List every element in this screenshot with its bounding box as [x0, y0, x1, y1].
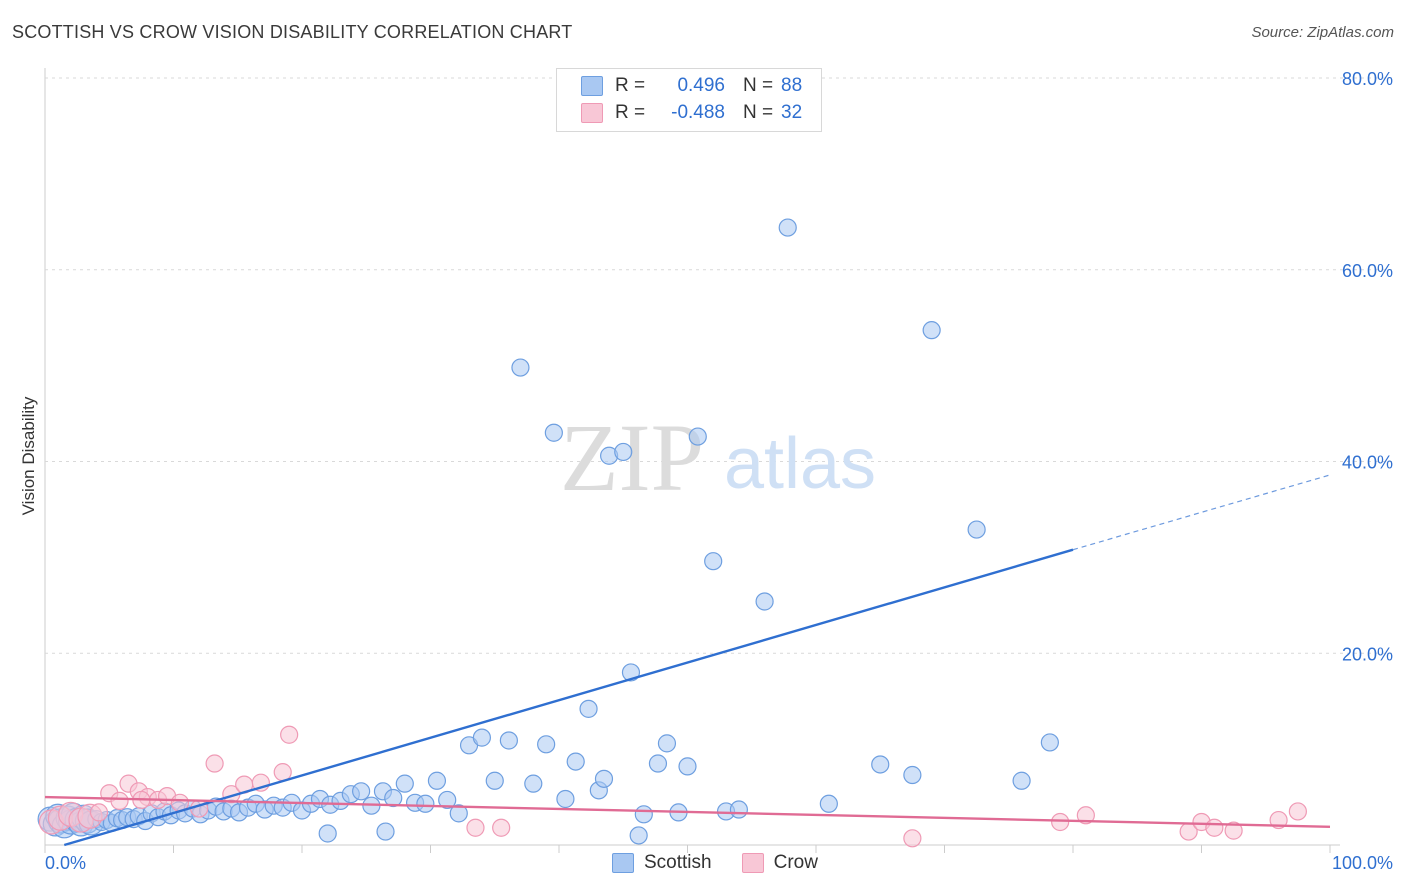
crow-point	[205, 754, 224, 773]
legend-label-crow: Crow	[773, 852, 818, 873]
scottish-point	[648, 754, 668, 773]
legend-r-label: R =	[615, 102, 646, 123]
legend-label-scottish: Scottish	[644, 852, 712, 873]
scottish-point	[384, 788, 403, 808]
legend-r-label: R =	[615, 75, 646, 96]
x-tick-label: 0.0%	[45, 853, 86, 873]
data-points	[37, 218, 1307, 848]
y-tick-label: 80.0%	[1342, 69, 1393, 89]
scottish-point	[871, 755, 890, 774]
crow-point	[466, 818, 485, 837]
scottish-point	[922, 321, 941, 340]
scottish-point	[511, 358, 530, 377]
crow-point	[110, 791, 129, 810]
scottish-point	[556, 789, 575, 809]
scottish-point	[755, 592, 774, 611]
scottish-point	[579, 699, 598, 718]
legend-swatch-crow	[581, 103, 603, 123]
scottish-point	[427, 771, 447, 790]
legend-n-label: N =	[743, 102, 774, 123]
scottish-point	[485, 771, 504, 790]
scottish-point	[903, 765, 922, 785]
scottish-point	[819, 794, 838, 813]
scottish-point	[688, 427, 707, 446]
scottish-trend-line	[63, 548, 1074, 847]
scottish-point	[634, 805, 653, 824]
scottish-point	[967, 520, 986, 539]
stats-legend: R = 0.496 N = 88 R = -0.488 N = 32	[556, 68, 822, 132]
y-tick-label: 60.0%	[1342, 261, 1393, 281]
y-tick-label: 20.0%	[1342, 644, 1393, 664]
legend-swatch-scottish	[581, 76, 603, 96]
scottish-point	[594, 769, 614, 788]
x-tick-label: 100.0%	[1332, 853, 1393, 873]
crow-trend-line	[44, 795, 1331, 828]
scottish-point	[352, 782, 371, 801]
axis-ticks: 20.0% 40.0% 60.0% 80.0% 0.0% 100.0%	[45, 69, 1393, 873]
legend-n-value: 88	[781, 75, 803, 96]
legend-item-crow[interactable]: Crow	[741, 852, 818, 874]
source-label: Source: ZipAtlas.com	[1251, 24, 1394, 41]
crow-point	[1224, 821, 1243, 840]
scottish-point	[472, 728, 491, 747]
scottish-point	[449, 804, 468, 823]
crow-point	[903, 829, 922, 848]
scottish-point	[1012, 771, 1031, 790]
gridlines	[44, 68, 1392, 853]
crow-point	[1288, 802, 1307, 821]
watermark-zip: ZIP	[560, 404, 704, 511]
trend-lines	[44, 474, 1331, 847]
crow-point	[89, 803, 109, 822]
legend-swatch-crow	[741, 853, 764, 873]
legend-row-scottish: R = 0.496 N = 88	[581, 73, 802, 99]
legend-n-label: N =	[743, 75, 774, 96]
scottish-point	[778, 218, 797, 237]
scottish-point	[537, 735, 556, 754]
y-tick-label: 40.0%	[1342, 453, 1393, 473]
legend-row-crow: R = -0.488 N = 32	[581, 100, 802, 126]
crow-point	[280, 725, 299, 744]
legend-swatch-scottish	[612, 853, 634, 873]
legend-r-value: 0.496	[677, 75, 725, 96]
scottish-point	[614, 442, 633, 462]
scottish-point	[544, 423, 563, 442]
scottish-trend-extension	[1072, 474, 1331, 551]
crow-point	[1205, 818, 1224, 837]
scottish-point	[729, 800, 749, 819]
scottish-point	[438, 790, 457, 810]
series-legend: Scottish Crow	[612, 852, 848, 874]
scottish-point	[566, 752, 585, 771]
scottish-point	[678, 757, 697, 776]
chart-title: SCOTTISH VS CROW VISION DISABILITY CORRE…	[12, 22, 573, 42]
watermark: ZIP atlas	[560, 404, 876, 511]
scottish-point	[416, 794, 435, 813]
scottish-point	[524, 774, 543, 793]
scottish-point	[1040, 733, 1059, 752]
legend-item-scottish[interactable]: Scottish	[612, 852, 712, 874]
scottish-point	[629, 826, 648, 845]
scottish-point	[657, 734, 677, 753]
crow-point	[1076, 806, 1095, 825]
scottish-point	[395, 774, 414, 793]
legend-n-value: 32	[781, 102, 803, 123]
legend-r-value: -0.488	[671, 102, 725, 123]
scottish-point	[704, 552, 723, 571]
crow-point	[1051, 812, 1070, 832]
y-axis-label: Vision Disability	[19, 396, 38, 515]
crow-point	[492, 818, 511, 837]
scottish-point	[376, 822, 395, 841]
watermark-atlas: atlas	[724, 424, 876, 504]
scottish-point	[318, 824, 337, 843]
scottish-point	[499, 731, 518, 750]
